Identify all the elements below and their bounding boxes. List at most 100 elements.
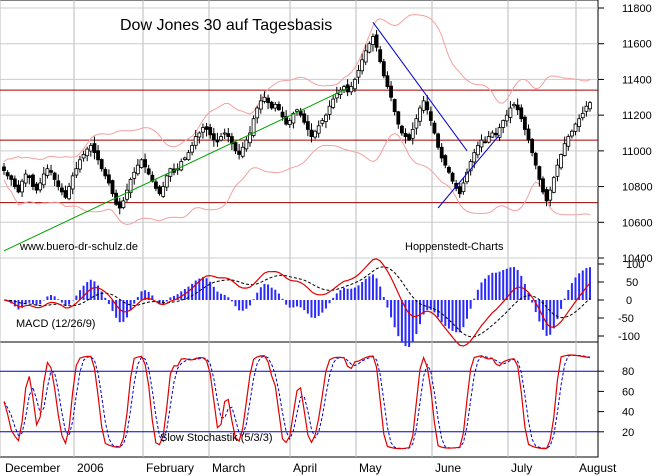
candle [208, 123, 213, 139]
candle [70, 172, 75, 195]
candle [56, 174, 61, 191]
candle [551, 175, 556, 194]
candle [193, 130, 198, 150]
candle [381, 58, 386, 79]
candle [38, 177, 43, 193]
stoch-d-line [3, 354, 591, 449]
candle [59, 183, 64, 196]
candle [490, 130, 495, 139]
candle [508, 101, 513, 124]
candle [389, 81, 393, 102]
candle [331, 94, 336, 110]
candle [501, 119, 506, 134]
candle [92, 136, 97, 160]
candle [161, 181, 166, 198]
stoch-tick-label: 40 [622, 407, 634, 419]
candle [425, 95, 430, 115]
candle [41, 167, 46, 189]
candle [580, 106, 585, 121]
x-tick-label: May [359, 461, 382, 475]
candle [356, 64, 361, 84]
candle [428, 106, 433, 126]
candle [78, 155, 82, 173]
candle [497, 123, 502, 141]
candle [385, 71, 390, 89]
x-tick-label: August [579, 461, 617, 475]
candle [229, 132, 234, 151]
candle [201, 123, 205, 139]
candle [324, 113, 328, 129]
candle [403, 128, 408, 144]
x-tick-label: February [146, 461, 194, 475]
watermark-left: www.buero-dr-schulz.de [19, 241, 138, 253]
candle [9, 174, 14, 186]
candle [31, 173, 35, 191]
candle [12, 175, 17, 190]
candle [262, 91, 267, 104]
candle [67, 182, 72, 201]
candle [396, 110, 401, 129]
candle [410, 122, 415, 145]
candle [465, 168, 469, 185]
candle [237, 143, 242, 160]
price-tick-label: 11000 [622, 146, 652, 158]
candle [251, 115, 256, 138]
candle [269, 100, 274, 110]
stochastic-panel [0, 354, 598, 450]
candle [255, 105, 260, 124]
candle [457, 182, 462, 198]
candle [530, 137, 535, 157]
candle [504, 109, 509, 127]
candle [443, 154, 448, 169]
candle [219, 132, 223, 142]
candle [20, 178, 24, 198]
candle [418, 105, 422, 127]
x-tick-label: July [511, 461, 532, 475]
candle [117, 198, 122, 215]
candle [157, 185, 162, 196]
macd-title: MACD (12/26/9) [16, 318, 95, 330]
lower-band [3, 132, 591, 226]
candle [407, 132, 412, 142]
price-tick-label: 10800 [622, 182, 653, 194]
upper-band [3, 14, 591, 163]
trendline [437, 134, 500, 209]
candle [45, 164, 50, 179]
candle [49, 164, 53, 176]
candle [512, 102, 516, 109]
candle [135, 159, 140, 176]
candle [85, 146, 90, 162]
price-tick-label: 11600 [622, 39, 652, 51]
price-tick-label: 11200 [622, 110, 652, 122]
stoch-tick-label: 60 [622, 386, 634, 398]
candle [309, 123, 314, 143]
candle [298, 107, 303, 118]
candle [132, 167, 137, 185]
x-tick-label: April [293, 461, 317, 475]
candle [240, 142, 245, 159]
x-tick-label: March [212, 461, 245, 475]
candle [52, 171, 57, 187]
candle [320, 117, 325, 127]
price-tick-label: 11400 [622, 74, 652, 86]
candle [468, 159, 473, 176]
candle [110, 179, 115, 197]
candle [588, 100, 592, 112]
candle [360, 53, 365, 75]
candle [584, 101, 589, 117]
candle [461, 177, 466, 195]
x-tick-label: December [5, 461, 60, 475]
candle [436, 132, 440, 150]
stoch-tick-label: 80 [622, 366, 634, 378]
candle [244, 135, 249, 152]
axes-layer: December 2006 February March April May June Jul… [5, 3, 653, 475]
candle [439, 143, 444, 163]
candle [186, 149, 191, 161]
candle [266, 94, 270, 110]
candle [277, 101, 281, 111]
macd-signal-line [3, 266, 591, 338]
candle [302, 109, 307, 125]
candle [447, 165, 451, 175]
stoch-panel-frame [0, 341, 599, 458]
